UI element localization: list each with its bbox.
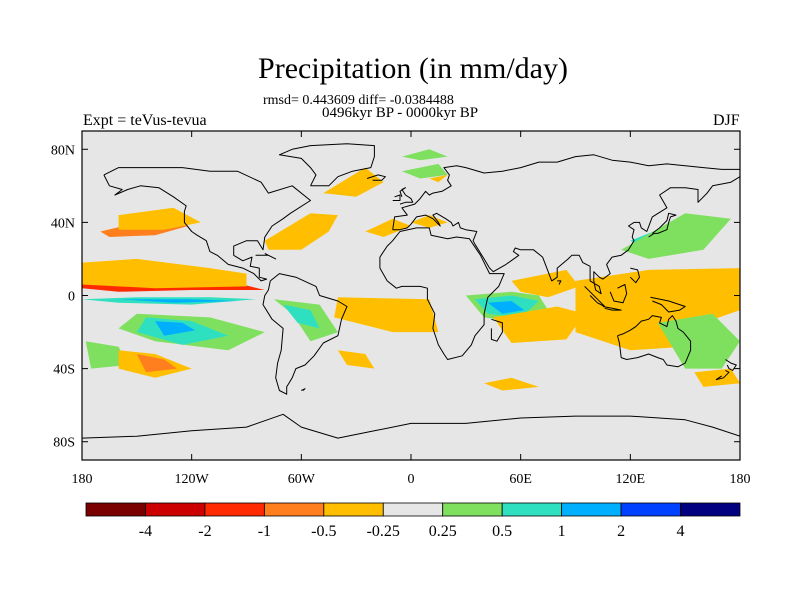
anomaly-region: [82, 258, 247, 289]
coastline: [379, 227, 505, 360]
anomaly-region: [264, 213, 338, 250]
anomaly-region: [323, 167, 384, 197]
anomaly-region: [621, 213, 731, 259]
colorbar-swatch: [620, 502, 681, 517]
map-title: Precipitation (in mm/day): [258, 52, 568, 85]
anomaly-region: [401, 149, 448, 161]
coastline: [490, 318, 503, 342]
anomaly-region: [118, 299, 238, 303]
anomaly-region: [136, 354, 177, 373]
anomaly-region: [484, 377, 539, 391]
coastline: [82, 413, 740, 439]
anomaly-region: [334, 297, 439, 333]
anomaly-region: [401, 163, 448, 179]
colorbar-swatch: [382, 502, 444, 517]
anomaly-regions: [82, 149, 740, 391]
map-axes: 80N 40N 0 40S 80S 180 120W 60W 0 60E 120E 180: [51, 131, 751, 487]
anomaly-region: [118, 207, 201, 230]
coastline: [366, 174, 386, 181]
statistics-line: rmsd= 0.443609 diff= -0.0384488: [263, 93, 454, 108]
lon-label: 120W: [175, 472, 210, 487]
anomaly-region: [337, 350, 375, 369]
colorbar-label: 1: [558, 523, 566, 540]
coastline: [103, 167, 311, 282]
anomaly-region: [493, 306, 585, 343]
colorbar-swatch: [561, 502, 622, 517]
coastline: [725, 359, 737, 371]
anomaly-region: [429, 174, 448, 183]
colorbar-swatch: [501, 502, 563, 517]
coastline: [650, 296, 686, 313]
lat-label: 80N: [51, 143, 75, 158]
lon-label: 120E: [616, 472, 646, 487]
coastline: [715, 369, 730, 381]
anomaly-region: [575, 268, 740, 351]
colorbar-swatch: [145, 502, 206, 517]
lon-label: 180: [730, 472, 751, 487]
coastline: [399, 187, 414, 205]
colorbar-swatch: [442, 502, 503, 517]
coastline: [602, 306, 622, 311]
colorbar-label: 0.25: [429, 523, 457, 540]
lon-label: 180: [72, 472, 93, 487]
colorbar-label: 0.5: [492, 523, 512, 540]
colorbar-label: -4: [139, 523, 152, 540]
colorbar-swatch: [680, 502, 741, 517]
experiment-label: Expt = teVus-tevua: [83, 112, 207, 129]
colorbar-label: -0.5: [311, 523, 336, 540]
lat-label: 40N: [51, 216, 75, 231]
colorbar-label: -0.25: [367, 523, 400, 540]
lat-label: 40S: [53, 363, 75, 378]
lon-label: 0: [408, 472, 415, 487]
anomaly-region: [365, 218, 411, 237]
colorbar-swatch: [204, 502, 265, 517]
coastline: [584, 286, 606, 307]
colorbar-swatch: [85, 502, 146, 517]
colorbar-label: 4: [677, 523, 685, 540]
coastline: [617, 315, 692, 368]
season-label: DJF: [713, 112, 740, 129]
coastline: [557, 280, 562, 285]
coastline: [301, 388, 306, 391]
colorbar-swatch: [263, 502, 325, 517]
colorbar-swatch: [323, 502, 384, 517]
anomaly-region: [283, 304, 320, 329]
colorbar: -4 -2 -1 -0.5 -0.25 0.25 0.5 1 2 4: [85, 502, 741, 540]
lon-label: 60E: [509, 472, 532, 487]
coastline: [648, 212, 677, 238]
lat-label: 80S: [53, 436, 75, 451]
anomaly-region: [511, 269, 580, 298]
coastline: [629, 267, 640, 284]
coastline: [255, 253, 277, 260]
coastline: [392, 154, 740, 295]
colorbar-label: -1: [258, 523, 271, 540]
colorbar-label: 2: [617, 523, 625, 540]
period-label: 0496kyr BP - 0000kyr BP: [322, 105, 479, 121]
lat-label: 0: [68, 290, 75, 305]
anomaly-region: [487, 301, 525, 314]
coastline: [392, 194, 401, 201]
coastline: [609, 284, 628, 304]
anomaly-region: [155, 321, 196, 336]
coastlines: [82, 143, 740, 439]
coastline: [262, 273, 348, 395]
colorbar-label: -2: [198, 523, 211, 540]
lon-label: 60W: [288, 472, 316, 487]
anomaly-region: [85, 341, 128, 369]
anomaly-region: [657, 313, 740, 369]
coastline: [278, 143, 375, 187]
